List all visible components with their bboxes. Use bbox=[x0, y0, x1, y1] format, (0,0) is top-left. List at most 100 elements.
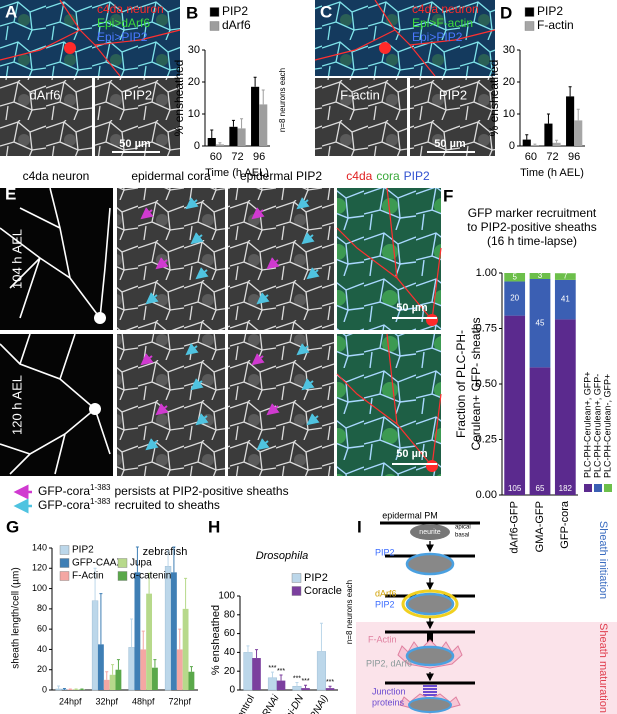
legend-superscript: 1-383 bbox=[90, 483, 111, 492]
bar bbox=[61, 689, 68, 690]
bar-segment bbox=[529, 278, 551, 368]
bar bbox=[215, 144, 224, 146]
bar bbox=[574, 120, 583, 146]
legend-label: PIP2 bbox=[72, 545, 94, 556]
error-bar bbox=[533, 143, 537, 146]
error-bar bbox=[189, 666, 193, 672]
stage-label: Sheath maturation bbox=[597, 623, 609, 713]
micrograph bbox=[117, 334, 225, 476]
diagram-label: PIP2 bbox=[375, 599, 395, 609]
column-header: epidermal PIP2 bbox=[240, 169, 322, 183]
legend-swatch bbox=[291, 573, 302, 583]
legend-label: Jupa bbox=[130, 558, 152, 569]
note: n=8 neurons each bbox=[345, 580, 354, 644]
error-bar bbox=[135, 546, 139, 573]
arrow bbox=[266, 257, 280, 270]
legend-swatch bbox=[59, 571, 70, 581]
x-tick-label: 48hpf bbox=[132, 696, 155, 706]
sheath bbox=[408, 697, 452, 713]
bar bbox=[55, 688, 62, 691]
bar bbox=[243, 652, 253, 691]
segment-count: 105 bbox=[508, 484, 522, 493]
x-tick-label: 72 bbox=[231, 151, 243, 163]
error-bar bbox=[62, 687, 66, 690]
bar bbox=[182, 608, 189, 690]
diagram-label: basal bbox=[455, 533, 469, 539]
bar bbox=[544, 123, 553, 146]
error-bar bbox=[184, 577, 188, 609]
legend-marker: GFP-cora bbox=[38, 498, 90, 512]
panel-letter: F bbox=[443, 186, 453, 205]
x-tick-label: 60 bbox=[525, 151, 537, 163]
arrow bbox=[195, 267, 209, 280]
neuron-soma bbox=[426, 460, 438, 472]
legend-rest: persists at PIP2-positive sheaths bbox=[114, 484, 288, 498]
error-bar bbox=[57, 685, 61, 689]
junction bbox=[423, 691, 437, 693]
chart-title: Drosophila bbox=[256, 550, 309, 562]
legend-swatch bbox=[209, 7, 220, 17]
legend-label: F-actin bbox=[537, 18, 574, 32]
bar bbox=[170, 572, 177, 690]
diagram-label: PIP2 bbox=[375, 547, 395, 557]
y-tick-label: 60 bbox=[224, 628, 236, 639]
error-bar bbox=[261, 89, 265, 105]
bar bbox=[301, 688, 310, 690]
channel-label: Epi>dArf6 bbox=[97, 16, 150, 30]
arrow bbox=[306, 267, 320, 280]
neurite bbox=[410, 524, 450, 540]
bar bbox=[325, 688, 335, 690]
x-tick-label: 32hpf bbox=[95, 696, 118, 706]
column-header: c4da cora PIP2 bbox=[346, 169, 430, 183]
error-bar bbox=[116, 659, 120, 670]
row-label: 120 h AEL bbox=[9, 375, 24, 435]
micrograph bbox=[337, 334, 441, 476]
panel-letter: A bbox=[5, 2, 17, 21]
bar bbox=[140, 649, 147, 690]
diagram-label: PIP2, dArf6 bbox=[366, 658, 412, 668]
arrow bbox=[145, 292, 159, 305]
error-bar bbox=[255, 649, 259, 659]
y-tick-label: 40 bbox=[224, 647, 236, 658]
y-tick-label: 0 bbox=[194, 140, 200, 152]
legend-label: PIP2 bbox=[537, 4, 563, 18]
error-bar bbox=[74, 688, 78, 690]
significance: *** bbox=[277, 668, 285, 675]
error-bar bbox=[328, 685, 332, 689]
arrow bbox=[301, 378, 315, 391]
bar bbox=[276, 680, 286, 690]
legend-label: PLC-PH-Cerulean+, GFP+ bbox=[582, 371, 592, 478]
error-bar bbox=[141, 630, 145, 650]
x-tick-label: 96 bbox=[253, 151, 265, 163]
y-tick-label: 140 bbox=[32, 542, 47, 552]
sheath bbox=[405, 592, 455, 616]
junction bbox=[423, 688, 437, 690]
error-bar bbox=[218, 142, 222, 145]
bar bbox=[176, 649, 183, 690]
y-axis-label: % ensheathed bbox=[487, 60, 501, 137]
channel-label: c4da neuron bbox=[412, 2, 479, 16]
y-tick-label: 0 bbox=[509, 140, 515, 152]
y-tick-label: 0.75 bbox=[476, 322, 497, 334]
error-bar bbox=[279, 674, 283, 681]
error-bar bbox=[555, 139, 559, 143]
error-bar bbox=[166, 550, 170, 567]
bar-segment bbox=[529, 273, 551, 279]
sheath-outer bbox=[401, 589, 459, 619]
y-tick-label: 80 bbox=[224, 609, 236, 620]
y-axis-label: sheath length/cell (µm) bbox=[11, 567, 22, 668]
bar-segment bbox=[554, 279, 576, 320]
error-bar bbox=[295, 681, 299, 687]
error-bar bbox=[576, 108, 580, 121]
bar bbox=[79, 689, 85, 690]
arrow bbox=[296, 343, 310, 356]
bar bbox=[188, 671, 195, 690]
error-bar bbox=[246, 645, 250, 653]
arrow bbox=[296, 197, 310, 210]
x-tick-label: GFP-cora bbox=[559, 500, 571, 549]
y-tick-label: 30 bbox=[188, 44, 200, 56]
bar bbox=[259, 104, 268, 146]
junction bbox=[423, 694, 437, 696]
junction bbox=[423, 685, 437, 687]
arrow bbox=[155, 257, 169, 270]
